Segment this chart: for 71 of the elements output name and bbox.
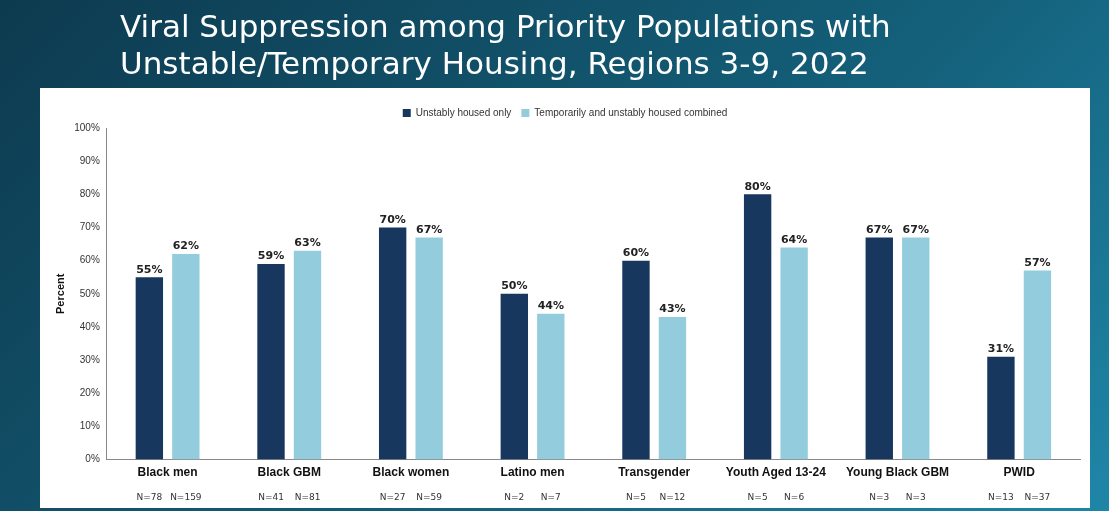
x-tick-label: Black men [137, 465, 198, 480]
text: N=3 [869, 491, 890, 502]
y-tick-label: 80% [79, 188, 100, 200]
data-label: 57% [1024, 255, 1051, 269]
bar [172, 254, 200, 460]
data-label: 60% [622, 246, 650, 259]
bar [987, 356, 1015, 460]
text: N=5 [747, 491, 768, 502]
y-tick-label: 20% [79, 387, 100, 399]
y-tick-label: 30% [79, 353, 100, 365]
text: N=159 [170, 491, 202, 502]
text: N=37 [1024, 491, 1051, 502]
x-tick-label: Black women [372, 465, 450, 480]
y-tick-label: 40% [79, 320, 100, 332]
bar [743, 194, 772, 460]
text: N=6 [784, 491, 805, 502]
y-tick-label: 60% [79, 254, 100, 266]
bar [537, 313, 565, 460]
text: N=59 [416, 491, 443, 502]
x-tick-label: Black GBM [257, 465, 321, 480]
y-tick-label: 10% [79, 420, 100, 432]
data-label: 80% [744, 179, 771, 193]
data-label: 67% [415, 222, 443, 236]
text: N=81 [294, 491, 321, 502]
text: N=78 [136, 491, 163, 502]
bar [378, 227, 407, 460]
x-tick-label: Transgender [618, 465, 691, 480]
text: N=13 [988, 491, 1014, 502]
bar [293, 250, 322, 460]
y-tick-label: 0% [85, 453, 100, 465]
data-label: 64% [780, 232, 808, 246]
data-label: 63% [294, 236, 321, 250]
text: N=2 [504, 491, 525, 502]
data-label: 70% [379, 212, 406, 226]
bar [415, 237, 443, 460]
bar [658, 317, 687, 460]
bar [257, 263, 285, 460]
bar [135, 277, 164, 460]
y-tick-label: 50% [79, 287, 100, 299]
text: N=5 [625, 491, 646, 502]
chart-title: Viral Suppression among Priority Populations with Unstable/Temporary Housing, Regions 3-9, 2022 [120, 8, 892, 82]
x-tick-label: Young Black GBM [845, 465, 950, 480]
text: N=27 [379, 491, 406, 502]
data-label: 31% [987, 342, 1015, 356]
data-label: 44% [537, 299, 564, 313]
y-tick-label: 100% [74, 121, 100, 133]
y-tick-label: 90% [79, 154, 100, 166]
bar [1023, 270, 1052, 460]
text: N=3 [905, 491, 926, 502]
x-tick-label: Youth Aged 13-24 [725, 465, 827, 480]
text: N=7 [540, 491, 561, 502]
x-tick-label: Latino men [500, 465, 565, 480]
legend-label: Temporarily and unstably housed combined [534, 106, 728, 118]
data-label: 67% [866, 222, 893, 236]
bar [622, 260, 650, 460]
data-label: 50% [501, 279, 528, 293]
legend-label: Unstably housed only [415, 106, 512, 118]
data-label: 67% [902, 222, 929, 236]
text: N=41 [258, 491, 284, 502]
bar [902, 237, 930, 460]
text: N=12 [659, 491, 686, 502]
bar [500, 293, 528, 460]
data-label: 62% [172, 239, 200, 253]
data-label: 55% [136, 262, 163, 276]
y-tick-label: 70% [79, 221, 100, 233]
data-label: 59% [257, 249, 285, 263]
x-tick-label: PWID [1003, 465, 1036, 480]
y-axis-title: Percent [53, 273, 66, 314]
data-label: 43% [659, 302, 686, 316]
bar [865, 237, 893, 460]
bar [780, 247, 808, 460]
